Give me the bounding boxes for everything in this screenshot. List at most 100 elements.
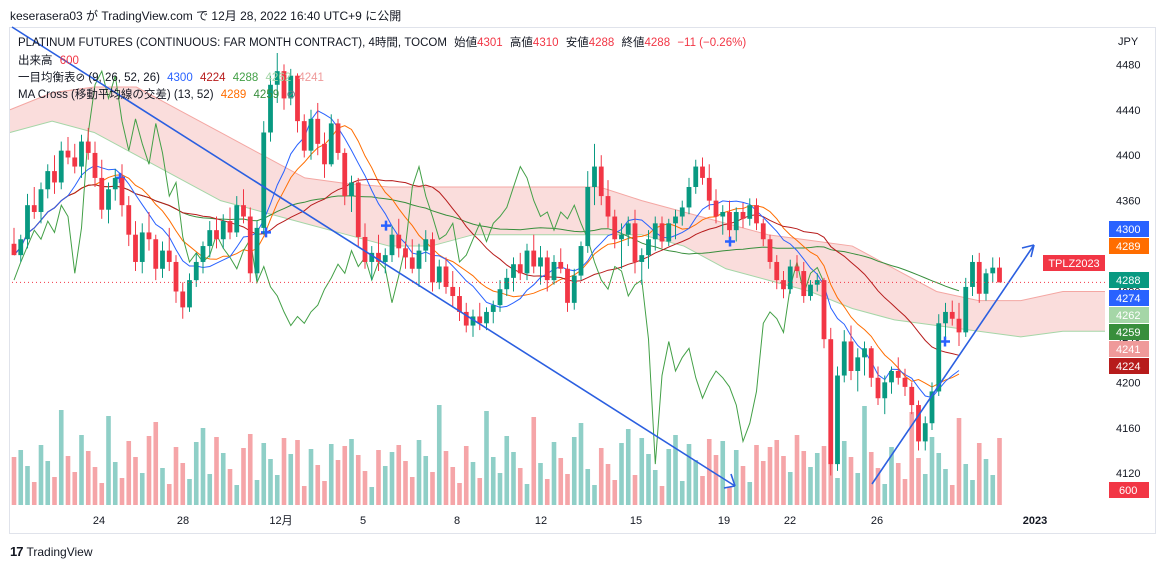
volume-bar bbox=[200, 428, 206, 505]
candle-body bbox=[558, 261, 564, 269]
candle-body bbox=[740, 211, 746, 219]
candle-body bbox=[389, 234, 395, 256]
ichimoku-cloud bbox=[9, 86, 1105, 338]
volume-label: 出来高 bbox=[18, 55, 53, 67]
downtrend-line bbox=[11, 26, 736, 487]
volume-bar bbox=[477, 478, 483, 505]
chart-frame[interactable] bbox=[9, 27, 1156, 534]
volume-bar bbox=[463, 446, 469, 505]
candle-body bbox=[301, 121, 307, 151]
volume-bar bbox=[902, 479, 908, 505]
candle-body bbox=[997, 267, 1002, 283]
candle-body bbox=[187, 280, 192, 308]
chikou-line bbox=[13, 69, 825, 465]
volume-bar bbox=[578, 423, 584, 505]
volume-bar bbox=[281, 438, 287, 505]
ma-slow-value: 4259 bbox=[253, 89, 280, 101]
volume-bar bbox=[713, 455, 719, 505]
candle-body bbox=[146, 232, 152, 240]
volume-bar bbox=[193, 442, 199, 505]
volume-bar bbox=[524, 484, 530, 505]
ma-label: MA Cross (移動平均線の交差) (13, 52) bbox=[18, 89, 214, 101]
price-label-bg bbox=[1109, 341, 1149, 357]
candle-body bbox=[268, 84, 273, 133]
volume-bar bbox=[180, 463, 186, 505]
candle-body bbox=[403, 248, 408, 258]
volume-bar bbox=[781, 456, 786, 505]
volume-bar bbox=[484, 411, 489, 505]
volume-bar bbox=[423, 456, 429, 505]
volume-bar bbox=[511, 452, 516, 505]
candle-body bbox=[902, 377, 908, 387]
candle-body bbox=[578, 246, 584, 276]
candle-body bbox=[774, 261, 780, 281]
volume-bar bbox=[328, 444, 334, 505]
candle-body bbox=[828, 339, 834, 465]
price-label-bg bbox=[1109, 221, 1149, 237]
candle-body bbox=[166, 250, 172, 262]
volume-bar bbox=[139, 473, 145, 505]
volume-bar bbox=[646, 454, 651, 505]
low-value: 4288 bbox=[588, 37, 615, 49]
candle-body bbox=[639, 255, 645, 262]
x-tick-label: 15 bbox=[630, 515, 642, 527]
candle-body bbox=[308, 118, 314, 151]
low-label: 安値 bbox=[565, 37, 589, 49]
y-tick-label: 4480 bbox=[1116, 59, 1140, 71]
candle-body bbox=[288, 75, 294, 99]
x-tick-label: 28 bbox=[177, 515, 189, 527]
candle-body bbox=[315, 118, 321, 144]
candle-body bbox=[376, 252, 381, 262]
candle-body bbox=[652, 223, 658, 240]
candle-body bbox=[79, 141, 84, 167]
candle-body bbox=[180, 291, 186, 308]
candle-body bbox=[686, 187, 692, 208]
volume-bar bbox=[565, 474, 570, 505]
price-label: 4274 bbox=[1116, 293, 1140, 305]
hidden-eye-icon[interactable]: ⊘ bbox=[286, 89, 296, 101]
candle-body bbox=[625, 223, 631, 235]
candle-body bbox=[517, 264, 523, 274]
ichimoku-span-b-line bbox=[9, 86, 1105, 302]
volume-bar bbox=[268, 459, 273, 505]
ichimoku-tenkan-value: 4300 bbox=[167, 72, 193, 84]
change-value: −11 (−0.26%) bbox=[677, 37, 747, 49]
candle-body bbox=[207, 230, 213, 247]
volume-bar bbox=[376, 450, 381, 505]
candle-body bbox=[281, 71, 287, 99]
ma-fast-value: 4289 bbox=[220, 89, 247, 101]
ma-cross-marker-icon bbox=[381, 220, 391, 231]
legend-volume-line[interactable]: 出来高 600 bbox=[18, 52, 79, 68]
candle-body bbox=[855, 357, 861, 371]
volume-bar bbox=[754, 445, 759, 505]
price-label: 4241 bbox=[1116, 344, 1140, 356]
volume-axis-label: 600 bbox=[1119, 485, 1137, 497]
legend-ichimoku-line[interactable]: 一目均衡表⊘ (9, 26, 52, 26) 4300 4224 4288 42… bbox=[18, 69, 324, 85]
volume-bar bbox=[571, 437, 577, 505]
kijun-line bbox=[13, 178, 960, 356]
candle-body bbox=[693, 166, 699, 187]
candle-body bbox=[538, 257, 543, 267]
volume-bar bbox=[632, 475, 638, 505]
candle-body bbox=[666, 223, 672, 242]
volume-bar bbox=[295, 440, 300, 505]
candle-body bbox=[504, 277, 510, 290]
candle-body bbox=[133, 234, 138, 262]
x-tick-label: 19 bbox=[718, 515, 730, 527]
volume-bar bbox=[403, 461, 408, 505]
volume-bar bbox=[52, 477, 57, 505]
volume-bar bbox=[686, 444, 692, 505]
tradingview-brand[interactable]: 17 TradingView bbox=[10, 544, 93, 559]
candle-body bbox=[659, 223, 665, 242]
legend-ma-line[interactable]: MA Cross (移動平均線の交差) (13, 52) 4289 4259 ⊘ bbox=[18, 86, 296, 102]
candle-body bbox=[767, 239, 773, 262]
symbol-title: PLATINUM FUTURES (CONTINUOUS: FAR MONTH … bbox=[18, 37, 447, 49]
candle-body bbox=[65, 150, 71, 158]
candle-body bbox=[760, 223, 766, 240]
candle-body bbox=[443, 266, 449, 287]
volume-bar bbox=[659, 486, 665, 505]
candle-body bbox=[571, 275, 577, 303]
x-tick-label: 8 bbox=[454, 515, 460, 527]
ma-cross-marker-icon bbox=[940, 336, 950, 347]
